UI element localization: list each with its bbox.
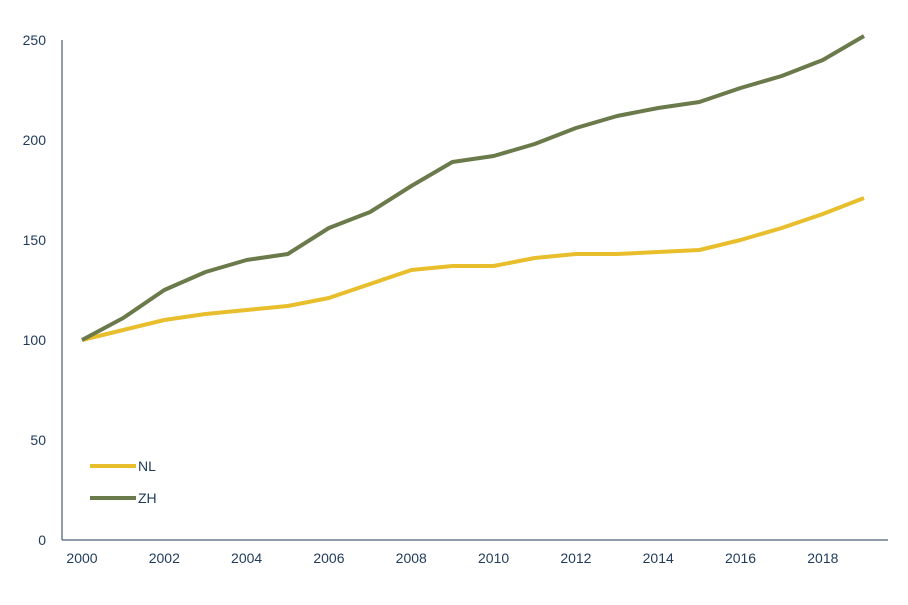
x-tick-label: 2006 [313,550,344,566]
y-tick-label: 100 [23,332,47,348]
x-tick-labels: 2000 2002 2004 2006 2008 2010 2012 2014 2016 2018 [66,550,838,566]
series-lines [81,34,866,342]
y-tick-label: 50 [30,432,46,448]
x-tick-label: 2008 [396,550,427,566]
x-tick-label: 2018 [807,550,838,566]
x-tick-label: 2014 [643,550,674,566]
y-tick-label: 150 [23,232,47,248]
x-tick-label: 2004 [231,550,262,566]
legend: NL ZH [90,458,157,506]
x-tick-label: 2016 [725,550,756,566]
y-tick-label: 250 [23,32,47,48]
series-line-zh [81,34,866,342]
y-tick-labels: 0 50 100 150 200 250 [23,32,47,548]
x-tick-label: 2000 [66,550,97,566]
y-tick-label: 200 [23,132,47,148]
y-tick-label: 0 [38,532,46,548]
series-line-nl [81,196,865,342]
legend-label-zh: ZH [138,490,157,506]
x-tick-label: 2002 [149,550,180,566]
legend-label-nl: NL [138,458,156,474]
x-tick-label: 2010 [478,550,509,566]
x-tick-label: 2012 [560,550,591,566]
